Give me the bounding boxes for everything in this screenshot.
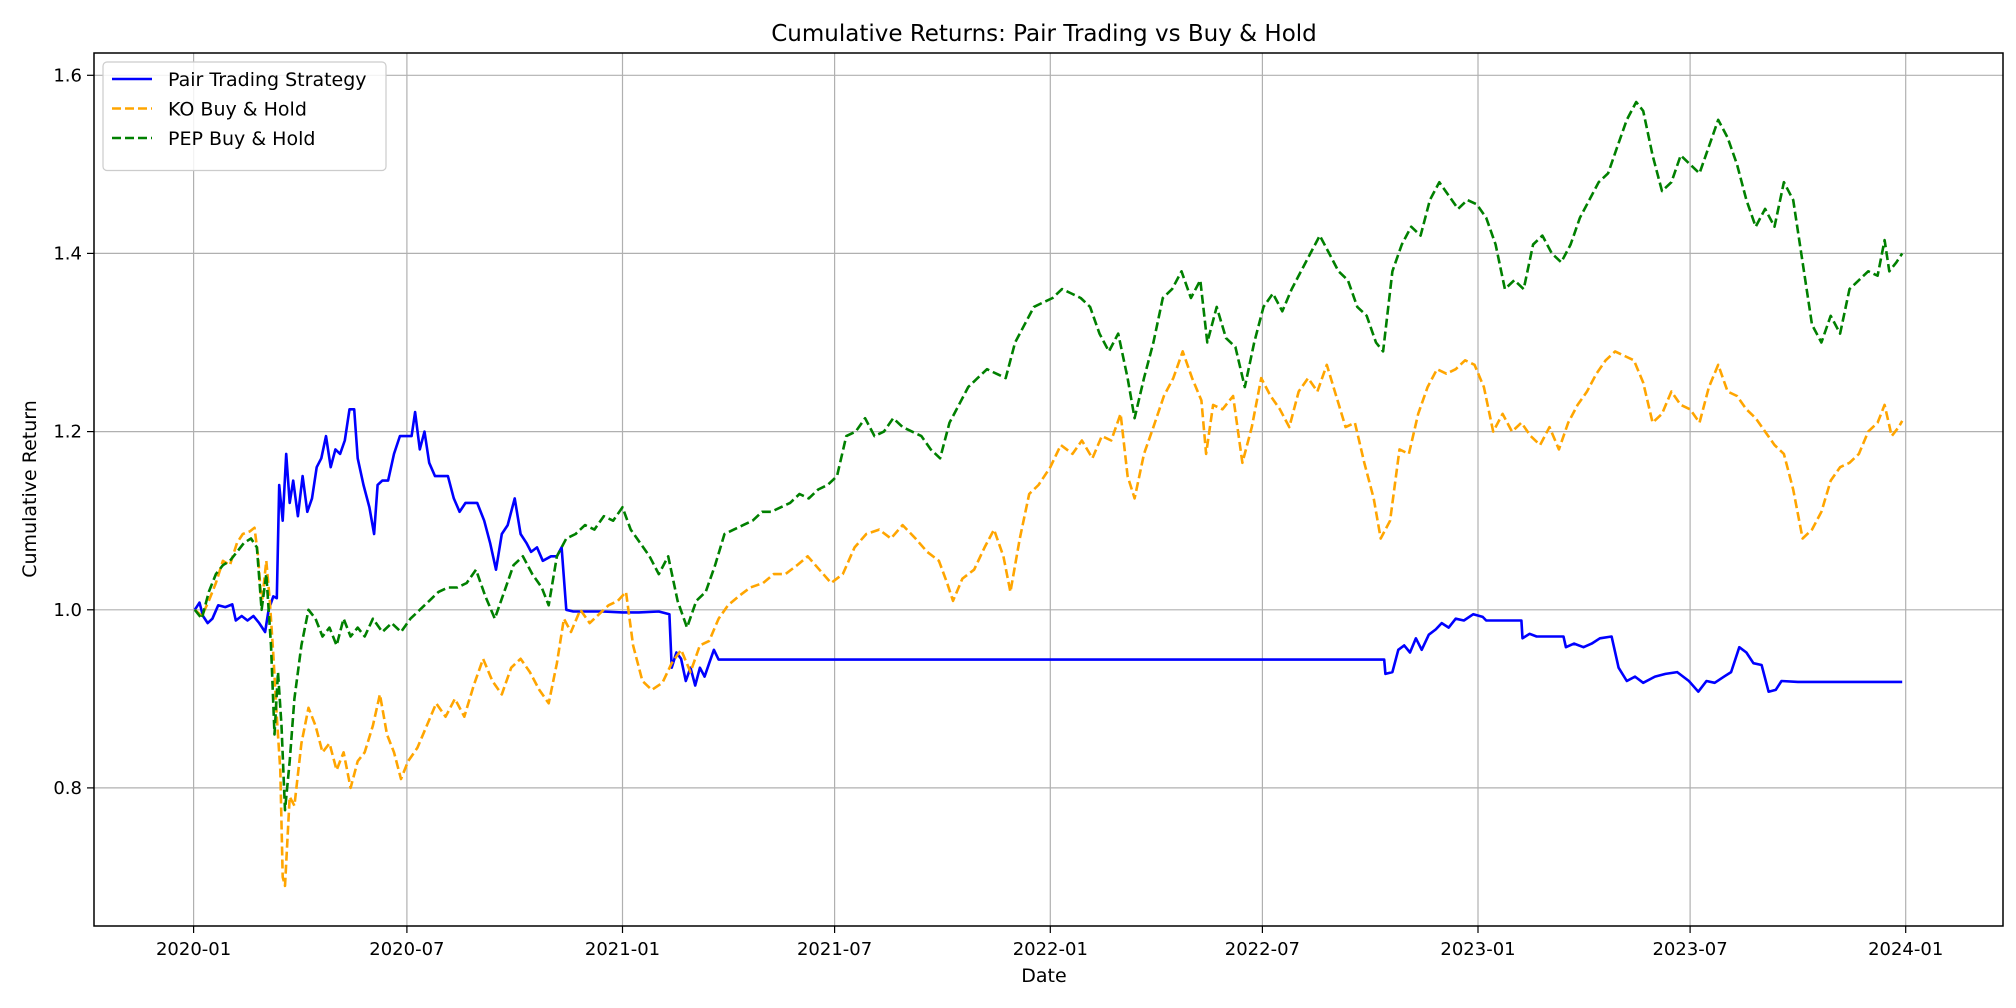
plot-frame: [93, 52, 2004, 927]
series-line-3: [193, 100, 1904, 812]
x-tick-label: 2020-01: [156, 939, 231, 960]
y-axis: 0.8 1.0 1.2 1.4 1.6: [53, 65, 94, 799]
x-tick-label: 2024-01: [1868, 939, 1943, 960]
legend-label: Pair Trading Strategy: [168, 69, 367, 91]
x-tick-label: 2022-01: [1013, 939, 1088, 960]
y-axis-label: Cumulative Return: [19, 400, 41, 578]
x-tick-label: 2022-07: [1225, 939, 1300, 960]
y-tick-label: 1.2: [53, 422, 82, 443]
x-tick-label: 2021-01: [585, 939, 660, 960]
legend: Pair Trading Strategy KO Buy & Hold PEP Bu…: [102, 61, 387, 172]
legend-box: [102, 61, 387, 172]
x-tick-label: 2023-07: [1652, 939, 1727, 960]
y-tick-label: 1.6: [53, 65, 82, 86]
series-layer: [193, 100, 1904, 888]
y-tick-label: 1.4: [53, 243, 82, 264]
y-tick-label: 1.0: [53, 600, 82, 621]
grid-lines: [94, 53, 2003, 926]
chart-title: Cumulative Returns: Pair Trading vs Buy …: [771, 21, 1317, 47]
series-line-1: [193, 408, 1903, 693]
legend-label: PEP Buy & Hold: [168, 128, 315, 150]
y-tick-label: 0.8: [53, 778, 82, 799]
x-axis-label: Date: [1021, 965, 1066, 987]
x-tick-label: 2020-07: [369, 939, 444, 960]
x-axis: 2020-01 2020-07 2021-01 2021-07 2022-01 2022-…: [156, 926, 1943, 960]
x-tick-label: 2021-07: [797, 939, 872, 960]
legend-label: KO Buy & Hold: [168, 99, 307, 121]
x-tick-label: 2023-01: [1440, 939, 1515, 960]
